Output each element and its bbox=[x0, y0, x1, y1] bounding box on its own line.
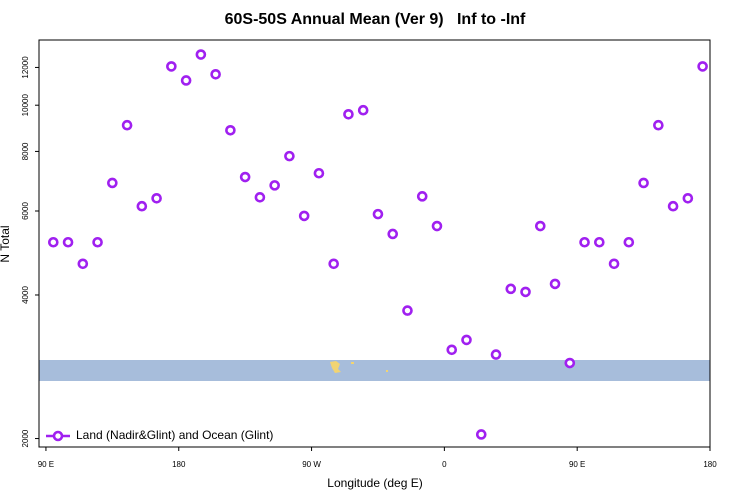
data-point bbox=[62, 236, 74, 248]
data-point bbox=[387, 228, 399, 240]
data-point bbox=[505, 283, 517, 295]
data-point bbox=[682, 192, 694, 204]
plot-frame bbox=[38, 39, 711, 448]
data-point bbox=[166, 61, 177, 72]
data-point bbox=[446, 344, 458, 356]
data-point bbox=[77, 258, 89, 270]
data-point bbox=[151, 192, 162, 204]
x-tick-label: 180 bbox=[172, 460, 186, 469]
x-tick-label: 90 E bbox=[569, 460, 585, 469]
x-tick-label: 90 W bbox=[302, 460, 321, 469]
legend-label: Land (Nadir&Glint) and Ocean (Glint) bbox=[76, 428, 273, 442]
data-point bbox=[180, 75, 192, 86]
data-point bbox=[490, 349, 502, 360]
data-point bbox=[534, 220, 546, 232]
land-speck bbox=[330, 361, 341, 373]
data-point bbox=[594, 236, 605, 248]
x-tick-label: 180 bbox=[703, 460, 717, 469]
data-point bbox=[564, 357, 576, 369]
chart-title: 60S-50S Annual Mean (Ver 9) Inf to -Inf bbox=[225, 11, 526, 28]
data-point bbox=[549, 278, 561, 290]
land-speck bbox=[386, 370, 388, 372]
data-point bbox=[638, 177, 649, 189]
y-tick-label: 12000 bbox=[21, 56, 30, 79]
data-point bbox=[579, 236, 590, 248]
data-point bbox=[475, 429, 487, 440]
data-point bbox=[667, 200, 679, 212]
data-point bbox=[431, 220, 443, 232]
data-point bbox=[284, 150, 295, 162]
data-point bbox=[343, 109, 354, 120]
data-point bbox=[416, 191, 428, 202]
data-point bbox=[136, 200, 148, 212]
y-tick-label: 10000 bbox=[21, 94, 30, 117]
data-point bbox=[269, 180, 280, 191]
data-point bbox=[254, 192, 266, 203]
data-point bbox=[210, 68, 221, 80]
data-point bbox=[313, 167, 325, 179]
data-point bbox=[328, 258, 339, 270]
data-point bbox=[239, 171, 251, 183]
data-point bbox=[121, 119, 133, 131]
land-speck bbox=[351, 362, 354, 364]
map-strip bbox=[39, 360, 710, 381]
data-point bbox=[298, 210, 310, 222]
data-point bbox=[195, 49, 207, 60]
x-tick-label: 90 E bbox=[38, 460, 54, 469]
data-point bbox=[48, 236, 59, 248]
data-point bbox=[653, 119, 664, 131]
data-point bbox=[697, 61, 708, 72]
y-tick-label: 2000 bbox=[21, 429, 30, 447]
data-point bbox=[357, 104, 369, 116]
data-point bbox=[372, 208, 384, 220]
x-axis-label: Longitude (deg E) bbox=[327, 476, 422, 490]
data-point bbox=[225, 124, 236, 136]
x-tick-label: 0 bbox=[442, 460, 447, 469]
y-tick-label: 4000 bbox=[21, 286, 30, 304]
data-point bbox=[402, 305, 413, 316]
data-point bbox=[520, 286, 531, 298]
data-point bbox=[623, 236, 635, 248]
data-point bbox=[92, 236, 103, 248]
data-point bbox=[461, 334, 472, 346]
y-tick-label: 8000 bbox=[21, 142, 30, 160]
legend-marker bbox=[52, 430, 64, 442]
data-point bbox=[608, 258, 620, 270]
y-tick-label: 6000 bbox=[21, 202, 30, 220]
y-axis-label: N Total bbox=[0, 225, 12, 262]
data-point bbox=[107, 177, 118, 189]
